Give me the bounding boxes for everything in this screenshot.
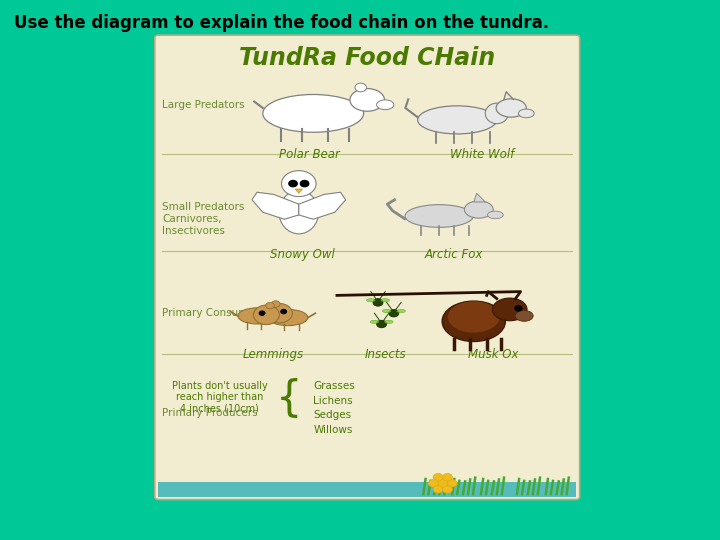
Ellipse shape: [377, 100, 394, 110]
Text: Primary Producers: Primary Producers: [162, 408, 258, 418]
Text: Arctic Fox: Arctic Fox: [424, 248, 483, 261]
Circle shape: [282, 171, 316, 197]
Circle shape: [377, 320, 387, 328]
Ellipse shape: [381, 299, 390, 302]
Circle shape: [289, 180, 297, 187]
Circle shape: [437, 479, 449, 488]
Bar: [158, 482, 576, 497]
Text: Primary Consumers: Primary Consumers: [162, 308, 265, 318]
Ellipse shape: [397, 309, 405, 313]
Ellipse shape: [382, 309, 391, 313]
Ellipse shape: [366, 299, 375, 302]
Circle shape: [281, 309, 287, 314]
Ellipse shape: [464, 201, 493, 218]
Circle shape: [428, 480, 438, 487]
Circle shape: [271, 301, 280, 307]
Ellipse shape: [418, 106, 497, 134]
Circle shape: [442, 485, 452, 493]
Text: Plants don't usually
reach higher than
4 inches (10cm): Plants don't usually reach higher than 4…: [172, 381, 267, 414]
Circle shape: [373, 299, 383, 306]
Ellipse shape: [485, 103, 508, 124]
Ellipse shape: [350, 89, 384, 111]
Ellipse shape: [238, 308, 278, 324]
Ellipse shape: [442, 301, 505, 341]
Ellipse shape: [279, 191, 319, 234]
Circle shape: [433, 485, 444, 493]
Polygon shape: [252, 192, 299, 219]
Ellipse shape: [405, 205, 474, 227]
Text: White Wolf: White Wolf: [450, 148, 515, 161]
Ellipse shape: [370, 320, 379, 323]
Text: Grasses
Lichens
Sedges
Willows: Grasses Lichens Sedges Willows: [313, 381, 355, 435]
Text: Lemmings: Lemmings: [243, 348, 304, 361]
Ellipse shape: [268, 309, 308, 326]
Text: Snowy Owl: Snowy Owl: [270, 248, 335, 261]
Circle shape: [389, 309, 399, 317]
FancyBboxPatch shape: [155, 35, 580, 500]
Circle shape: [266, 303, 292, 323]
Circle shape: [300, 180, 309, 187]
Text: Large Predators: Large Predators: [162, 100, 245, 110]
Text: Small Predators
Carnivores,
Insectivores: Small Predators Carnivores, Insectivores: [162, 202, 244, 235]
Text: TundRa Food CHain: TundRa Food CHain: [239, 46, 495, 70]
Circle shape: [442, 474, 452, 481]
Circle shape: [266, 302, 274, 309]
Ellipse shape: [516, 310, 533, 321]
Polygon shape: [295, 189, 302, 193]
Ellipse shape: [384, 320, 393, 323]
Text: Insects: Insects: [364, 348, 406, 361]
Ellipse shape: [496, 99, 526, 117]
Text: {: {: [276, 378, 302, 420]
Ellipse shape: [487, 211, 503, 219]
Text: Polar Bear: Polar Bear: [279, 148, 340, 161]
Circle shape: [447, 480, 457, 487]
Polygon shape: [474, 193, 485, 202]
Circle shape: [259, 311, 265, 315]
Circle shape: [355, 83, 366, 92]
Polygon shape: [299, 192, 346, 219]
Ellipse shape: [263, 94, 364, 132]
Circle shape: [515, 306, 522, 311]
Circle shape: [253, 305, 279, 325]
Ellipse shape: [518, 109, 534, 118]
Circle shape: [433, 474, 444, 481]
Ellipse shape: [492, 298, 527, 321]
Text: Musk Ox: Musk Ox: [468, 348, 518, 361]
Ellipse shape: [448, 301, 500, 333]
Text: Use the diagram to explain the food chain on the tundra.: Use the diagram to explain the food chai…: [14, 14, 549, 31]
